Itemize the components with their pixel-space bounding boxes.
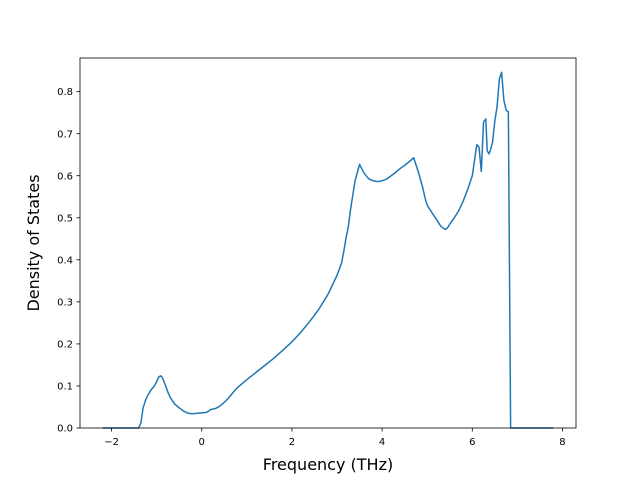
y-tick-label: 0.8	[57, 87, 73, 98]
x-tick-label: −2	[104, 437, 119, 448]
x-tick-label: 8	[559, 437, 565, 448]
y-tick-label: 0.6	[57, 171, 73, 182]
x-tick-label: 0	[199, 437, 205, 448]
y-tick-label: 0.1	[57, 382, 73, 393]
y-tick-label: 0.4	[57, 255, 73, 266]
axes-frame	[79, 57, 577, 429]
plot-area	[102, 71, 554, 429]
y-tick-label: 0.0	[57, 424, 73, 435]
y-tick-label: 0.2	[57, 340, 73, 351]
y-tick-label: 0.3	[57, 297, 73, 308]
y-tick-label: 0.7	[57, 129, 73, 140]
y-axis-ticks: 0.0 0.1 0.2 0.3 0.4 0.5 0.6 0.7 0.8	[57, 87, 80, 435]
x-axis-label: Frequency (THz)	[263, 455, 393, 474]
x-axis-ticks: −2 0 2 4 6 8	[104, 428, 566, 448]
y-axis-label: Density of States	[24, 174, 43, 311]
x-tick-label: 2	[289, 437, 295, 448]
x-tick-label: 6	[469, 437, 475, 448]
x-tick-label: 4	[379, 437, 385, 448]
y-tick-label: 0.5	[57, 213, 73, 224]
series-line-0	[102, 71, 554, 429]
